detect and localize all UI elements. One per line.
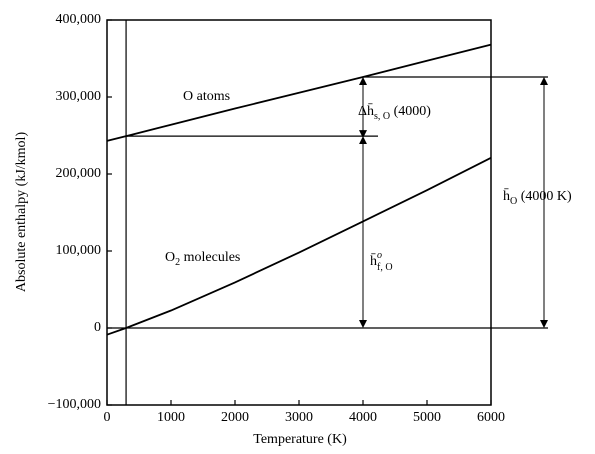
x-tick-label: 5000 bbox=[413, 410, 441, 425]
annotation: Δh̄s, O (4000) bbox=[358, 103, 431, 122]
annotation-sup: o bbox=[377, 250, 382, 261]
x-tick-label: 4000 bbox=[349, 410, 377, 425]
annotation-rest: molecules bbox=[180, 250, 240, 265]
annotation-main: h̄ bbox=[503, 188, 510, 204]
y-tick-label: 100,000 bbox=[56, 243, 102, 258]
chart: Temperature (K) Absolute enthalpy (kJ/km… bbox=[0, 0, 595, 454]
x-tick-label: 1000 bbox=[157, 410, 185, 425]
x-tick-label: 6000 bbox=[477, 410, 505, 425]
x-tick-label: 3000 bbox=[285, 410, 313, 425]
annotation: O2 molecules bbox=[165, 250, 240, 268]
annotation-sub: s, O bbox=[374, 111, 390, 122]
annotation-main: Δh̄ bbox=[358, 103, 374, 119]
plot-frame bbox=[107, 20, 491, 405]
y-tick-label: 300,000 bbox=[56, 89, 102, 104]
y-tick-label: 200,000 bbox=[56, 166, 102, 181]
annotation-sub: f, O bbox=[377, 262, 393, 273]
x-axis-label: Temperature (K) bbox=[253, 432, 347, 447]
annotation-main: h̄ bbox=[370, 253, 377, 269]
annotation-rest: (4000) bbox=[390, 104, 431, 119]
y-tick-label: 0 bbox=[94, 320, 101, 335]
y-tick-label: −100,000 bbox=[48, 397, 101, 412]
y-tick-label: 400,000 bbox=[56, 12, 102, 27]
annotation: O atoms bbox=[183, 89, 230, 104]
annotation-main: O bbox=[165, 250, 175, 265]
series-line bbox=[107, 45, 491, 141]
y-axis-label: Absolute enthalpy (kJ/kmol) bbox=[14, 132, 29, 293]
series-line bbox=[107, 158, 491, 335]
annotation-rest: (4000 K) bbox=[517, 189, 572, 204]
annotation-main: O atoms bbox=[183, 89, 230, 104]
x-tick-label: 2000 bbox=[221, 410, 249, 425]
x-tick-label: 0 bbox=[104, 410, 111, 425]
annotation-sub: O bbox=[510, 196, 517, 207]
annotation: h̄O (4000 K) bbox=[503, 188, 572, 207]
